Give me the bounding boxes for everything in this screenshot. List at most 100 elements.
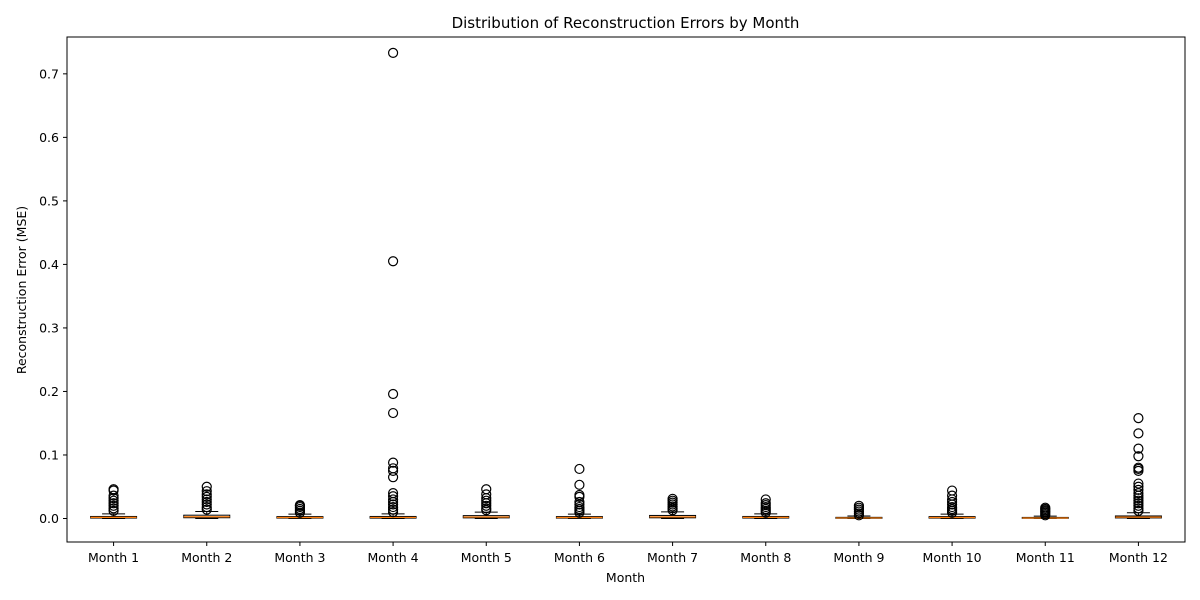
outlier-point xyxy=(481,503,492,514)
outlier-point xyxy=(387,388,399,400)
outlier-point xyxy=(481,495,492,506)
outlier-point xyxy=(1133,428,1144,439)
outlier-point xyxy=(387,47,399,58)
outlier-point xyxy=(108,505,119,516)
y-axis-label: Reconstruction Error (MSE) xyxy=(14,206,29,374)
x-tick-label: Month 6 xyxy=(554,550,605,565)
outlier-point xyxy=(387,256,399,267)
outlier-point xyxy=(387,407,399,419)
outlier-point xyxy=(574,479,585,490)
y-tick-label: 0.2 xyxy=(39,384,59,399)
x-tick-label: Month 3 xyxy=(274,550,325,565)
fliers-6 xyxy=(574,463,585,518)
fliers-1 xyxy=(108,484,119,516)
outlier-point xyxy=(108,490,119,501)
outlier-point xyxy=(760,498,771,509)
outlier-point xyxy=(946,496,958,508)
outlier-point xyxy=(1133,443,1144,454)
x-tick-label: Month 8 xyxy=(740,550,791,565)
fliers-3 xyxy=(294,500,306,518)
fliers-10 xyxy=(946,485,958,518)
fliers-8 xyxy=(760,494,771,518)
fliers-9 xyxy=(853,500,865,521)
outlier-point xyxy=(1133,503,1144,514)
outlier-point xyxy=(1133,451,1144,462)
outlier-point xyxy=(108,498,119,509)
box-3 xyxy=(276,513,324,519)
outlier-point xyxy=(387,494,399,505)
y-tick-label: 0.6 xyxy=(39,130,59,145)
outlier-point xyxy=(760,494,771,505)
outlier-point xyxy=(387,491,399,502)
outlier-point xyxy=(667,493,678,504)
outlier-point xyxy=(201,489,212,500)
outlier-point xyxy=(108,484,119,495)
fliers-4 xyxy=(387,47,399,518)
outlier-point xyxy=(1133,478,1144,489)
outlier-point xyxy=(1133,462,1144,473)
plot-frame xyxy=(66,36,1186,543)
x-tick-label: Month 4 xyxy=(368,550,419,565)
outlier-point xyxy=(481,484,492,495)
outlier-point xyxy=(108,495,119,506)
outlier-point xyxy=(853,500,865,511)
outlier-point xyxy=(294,500,306,511)
outlier-point xyxy=(574,489,585,501)
outlier-point xyxy=(387,507,399,518)
outlier-point xyxy=(1133,493,1144,504)
x-axis-label: Month xyxy=(606,570,645,585)
x-tick-label: Month 7 xyxy=(647,550,698,565)
y-tick-label: 0.7 xyxy=(39,66,59,81)
outlier-point xyxy=(946,490,958,501)
outlier-point xyxy=(1133,413,1144,424)
x-tick-label: Month 1 xyxy=(88,550,139,565)
outlier-point xyxy=(108,500,119,511)
outlier-point xyxy=(201,499,212,510)
y-tick-label: 0.5 xyxy=(39,193,59,208)
fliers-layer xyxy=(108,47,1144,521)
fliers-2 xyxy=(201,481,212,515)
fliers-5 xyxy=(481,484,492,516)
x-tick-label: Month 10 xyxy=(923,550,982,565)
outlier-point xyxy=(1133,481,1144,492)
outlier-point xyxy=(1040,502,1051,513)
fliers-12 xyxy=(1133,413,1144,516)
outlier-point xyxy=(201,486,212,497)
outlier-point xyxy=(574,501,585,513)
y-tick-label: 0.0 xyxy=(39,511,59,526)
outlier-point xyxy=(387,499,399,510)
x-tick-label: Month 12 xyxy=(1109,550,1168,565)
outlier-point xyxy=(108,503,119,514)
x-tick-label: Month 2 xyxy=(181,550,232,565)
fliers-11 xyxy=(1040,502,1051,521)
outlier-point xyxy=(1133,500,1144,511)
outlier-point xyxy=(201,494,212,505)
outlier-point xyxy=(387,504,399,515)
outlier-point xyxy=(481,489,492,500)
outlier-point xyxy=(946,501,958,513)
outlier-point xyxy=(481,500,492,511)
y-axis: 0.0 0.1 0.2 0.3 0.4 0.5 0.6 0.7 xyxy=(39,66,67,526)
y-tick-label: 0.4 xyxy=(39,257,59,272)
x-tick-label: Month 5 xyxy=(461,550,512,565)
outlier-point xyxy=(387,463,399,474)
y-tick-label: 0.3 xyxy=(39,320,59,335)
outlier-point xyxy=(201,501,212,513)
outlier-point xyxy=(201,491,212,502)
outlier-point xyxy=(1133,498,1144,509)
box-1 xyxy=(90,513,138,519)
y-tick-label: 0.1 xyxy=(39,447,59,462)
outlier-point xyxy=(387,501,399,513)
x-axis: Month 1 Month 2 Month 3 Month 4 Month 5 Month… xyxy=(88,542,1168,565)
outlier-point xyxy=(201,504,212,515)
fliers-7 xyxy=(667,493,678,516)
outlier-point xyxy=(946,485,958,496)
outlier-point xyxy=(201,481,212,492)
outlier-point xyxy=(387,465,399,476)
x-tick-label: Month 9 xyxy=(833,550,884,565)
outlier-point xyxy=(1133,495,1144,506)
outlier-point xyxy=(387,487,399,499)
outlier-point xyxy=(574,496,585,508)
